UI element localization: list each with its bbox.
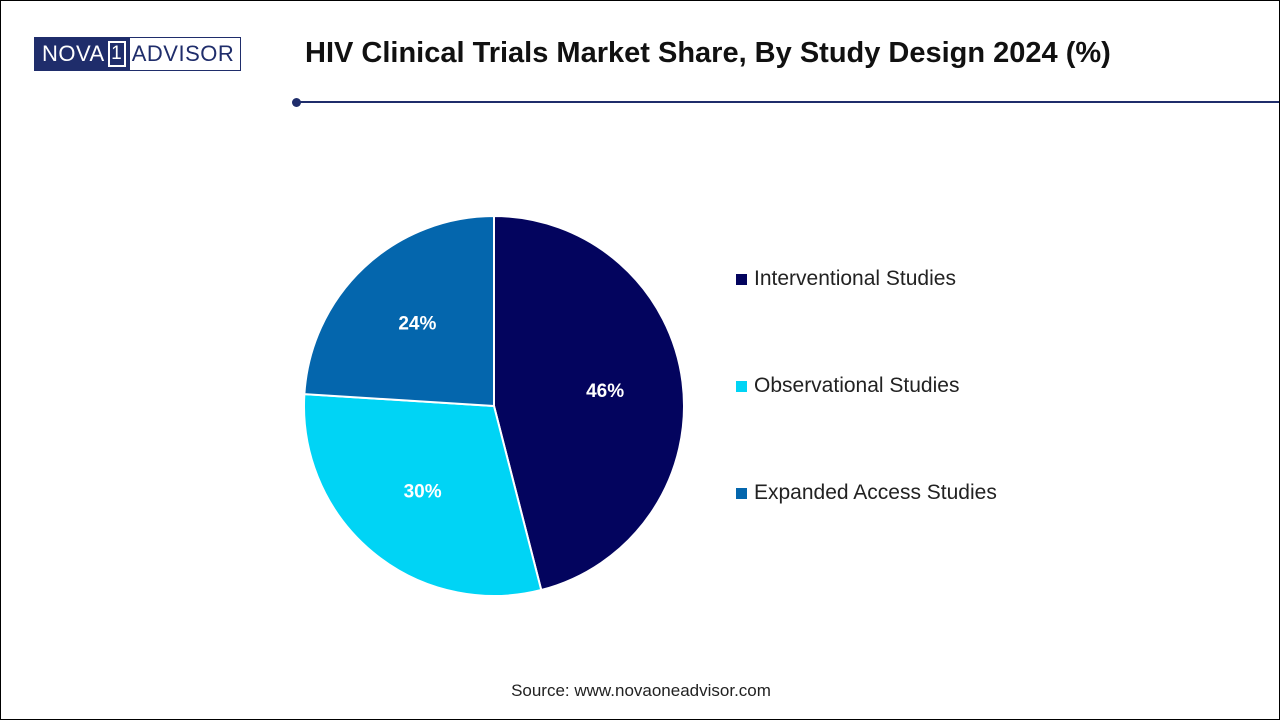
pie-slice-observational-studies xyxy=(303,393,543,597)
legend-item: Expanded Access Studies xyxy=(736,479,997,507)
legend-label: Expanded Access Studies xyxy=(754,481,997,504)
logo-left-block: NOVA 1 xyxy=(34,37,130,71)
pie-data-label: 46% xyxy=(586,381,624,402)
legend-swatch xyxy=(736,380,747,392)
legend-label: Observational Studies xyxy=(754,374,960,397)
logo-right-text: ADVISOR xyxy=(131,41,235,66)
logo-left-text: NOVA xyxy=(42,41,105,66)
pie-slice-interventional-studies xyxy=(493,214,685,592)
legend-item: Observational Studies xyxy=(736,372,997,400)
pie-data-label: 30% xyxy=(404,481,442,502)
legend-item: Interventional Studies xyxy=(736,265,997,293)
chart-legend: Interventional Studies Observational Stud… xyxy=(736,265,997,586)
title-rule-line xyxy=(299,101,1279,103)
legend-label: Interventional Studies xyxy=(754,267,956,290)
logo-one-box: 1 xyxy=(107,41,126,67)
chart-title: HIV Clinical Trials Market Share, By Stu… xyxy=(305,37,1111,69)
pie-data-label: 24% xyxy=(398,313,436,334)
legend-swatch xyxy=(736,273,747,285)
source-note: Source: www.novaoneadvisor.com xyxy=(511,681,771,700)
pie-slice-expanded-access-studies xyxy=(303,214,495,408)
pie-chart: 46% 30% 24% xyxy=(303,214,685,597)
brand-logo: NOVA 1 ADVISOR xyxy=(34,37,250,71)
title-rule-dot xyxy=(292,98,301,107)
logo-right-block: ADVISOR xyxy=(129,37,242,71)
legend-swatch xyxy=(736,487,747,499)
